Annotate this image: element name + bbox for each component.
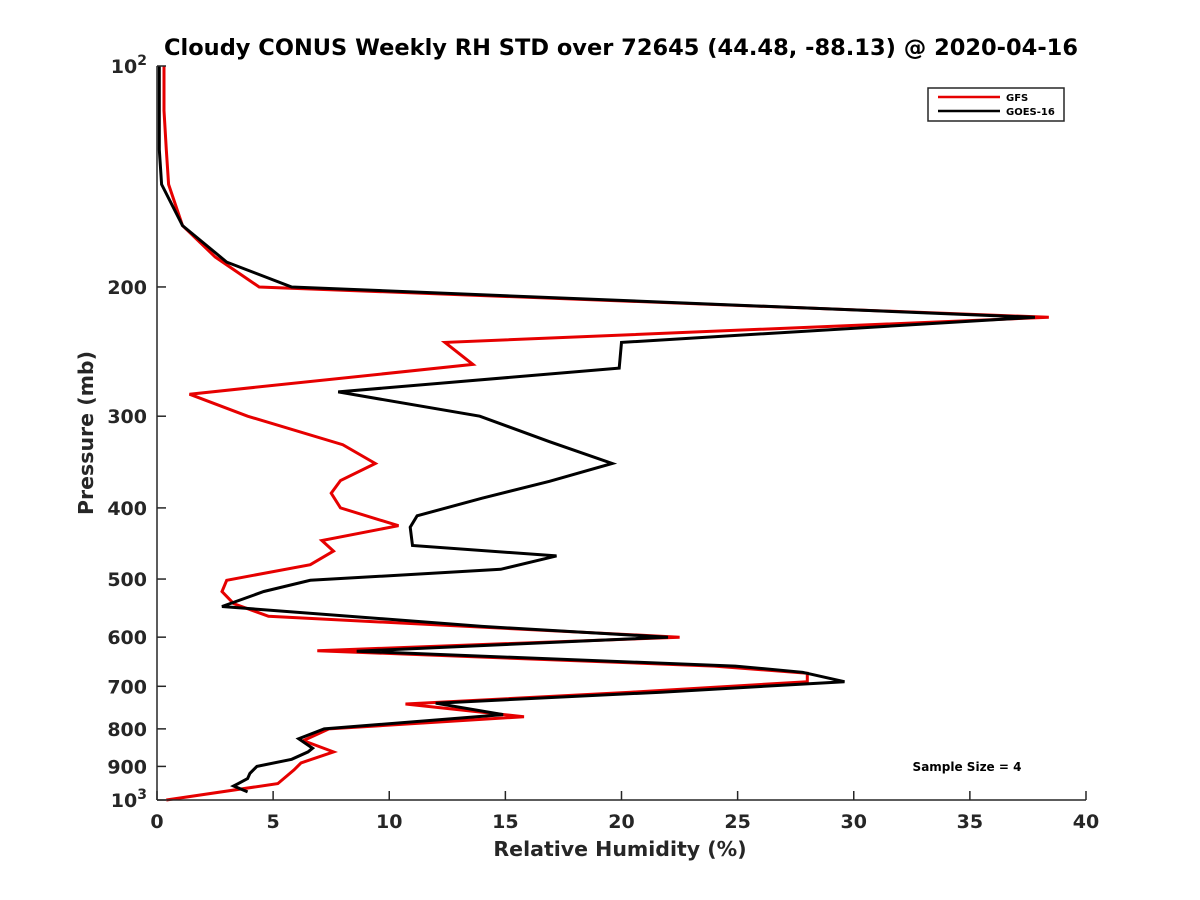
y-tick-label: 400: [107, 498, 147, 520]
axis-layer: 0 5 10 15 20 25 30 35 40 102 200 300 400 500 600 700 800…: [107, 53, 1099, 833]
x-tick-label: 15: [492, 811, 518, 833]
y-tick-label: 800: [107, 719, 147, 741]
y-tick-label: 600: [107, 627, 147, 649]
y-tick-label: 500: [107, 569, 147, 591]
y-tick-label: 700: [107, 676, 147, 698]
x-tick-label: 30: [841, 811, 867, 833]
y-tick-label: 200: [107, 277, 147, 299]
y-tick-label: 300: [107, 406, 147, 428]
legend-label: GFS: [1006, 93, 1028, 104]
x-tick-label: 5: [267, 811, 280, 833]
legend-box: [927, 87, 1065, 122]
x-axis-label: Relative Humidity (%): [493, 837, 746, 861]
chart-title: Cloudy CONUS Weekly RH STD over 72645 (4…: [164, 35, 1078, 61]
y-axis-label: Pressure (mb): [74, 351, 98, 515]
x-tick-label: 40: [1073, 811, 1099, 833]
y-tick-label: 103: [111, 787, 147, 812]
series-line-goes-16: [157, 66, 1035, 794]
legend: GFS GOES-16: [927, 87, 1065, 122]
x-tick-label: 20: [608, 811, 634, 833]
legend-label: GOES-16: [1006, 107, 1055, 118]
sample-size-annotation: Sample Size = 4: [913, 760, 1022, 774]
y-tick-label: 102: [111, 53, 147, 78]
series-layer: [157, 66, 1049, 802]
x-tick-label: 35: [957, 811, 983, 833]
plot-area: 0 5 10 15 20 25 30 35 40 102 200 300 400 500 600 700 800…: [107, 53, 1099, 833]
x-tick-label: 0: [150, 811, 163, 833]
y-tick-label: 900: [107, 756, 147, 778]
x-tick-label: 10: [376, 811, 402, 833]
x-tick-label: 25: [724, 811, 750, 833]
